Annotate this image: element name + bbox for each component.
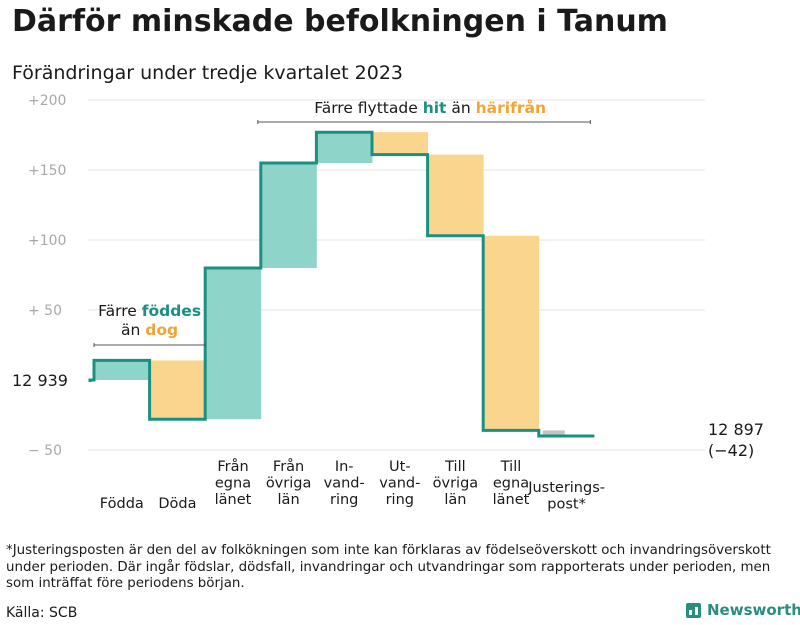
migration-annotation-text-2: än — [446, 99, 475, 117]
y-tick-label: +200 — [28, 93, 66, 109]
category-label: Till — [444, 459, 466, 475]
category-label: Ut- — [389, 459, 411, 475]
category-label: länet — [493, 492, 530, 508]
step-bar — [428, 155, 484, 236]
y-tick-label: + 50 — [28, 303, 62, 319]
step-bar — [150, 360, 206, 419]
footnote: *Justeringsposten är den del av folkökni… — [6, 543, 794, 593]
migration-annotation: Färre flyttade hit än härifrån — [258, 98, 591, 124]
end-population-label: 12 897 — [708, 420, 764, 439]
migration-annotation-highlight-out: härifrån — [476, 98, 546, 117]
step-bar — [483, 236, 539, 431]
category-label: Från — [273, 458, 304, 475]
svg-text:än dog: än dog — [121, 321, 178, 339]
category-label: post* — [547, 497, 586, 513]
migration-bracket — [258, 120, 591, 124]
births-annotation-highlight: föddes — [142, 302, 201, 320]
svg-text:Färre föddes: Färre föddes — [98, 302, 201, 320]
deaths-annotation-highlight: dog — [145, 321, 178, 339]
category-label: egna — [215, 476, 251, 492]
svg-text:Färre flyttade hit än härifrån: Färre flyttade hit än härifrån — [314, 98, 546, 117]
end-change-label: (−42) — [708, 441, 754, 460]
category-label: länet — [215, 492, 252, 508]
births-annotation-text: Färre — [98, 302, 142, 320]
bar-chart-icon — [686, 603, 701, 618]
migration-annotation-highlight-in: hit — [423, 99, 447, 117]
category-label: Justerings- — [527, 480, 605, 496]
category-label: egna — [493, 476, 529, 492]
category-label: vand- — [324, 476, 365, 492]
logo-text: Newsworthy — [707, 601, 800, 619]
category-label: län — [444, 492, 466, 508]
births-deaths-annotation: Färre föddes än dog — [94, 302, 205, 347]
deaths-annotation-text: än — [121, 321, 145, 339]
start-population-label: 12 939 — [12, 371, 68, 390]
source: Källa: SCB — [6, 605, 77, 621]
category-label: vand- — [379, 476, 420, 492]
category-label: Från — [217, 458, 248, 475]
newsworthy-logo: Newsworthy — [686, 601, 800, 619]
category-label: Födda — [100, 496, 144, 512]
step-bar — [261, 163, 317, 268]
y-tick-label: − 50 — [28, 443, 62, 459]
category-label: län — [278, 492, 300, 508]
y-tick-label: +100 — [28, 233, 66, 249]
category-label: ring — [386, 492, 414, 508]
step-bar — [205, 268, 261, 419]
waterfall-chart: +200+150+100+ 50− 50 FöddaDödaFrånegnalä… — [0, 0, 800, 540]
step-bar — [372, 132, 428, 154]
category-label: Till — [500, 459, 522, 475]
y-tick-label: +150 — [28, 163, 66, 179]
category-label: Döda — [158, 496, 196, 512]
category-label: övriga — [266, 476, 312, 492]
step-bar — [94, 360, 150, 380]
births-deaths-bracket — [94, 343, 205, 347]
category-label: In- — [335, 459, 354, 475]
migration-annotation-text: Färre flyttade — [314, 99, 422, 117]
category-label: ring — [330, 492, 358, 508]
category-label: övriga — [433, 476, 479, 492]
step-bar — [316, 132, 372, 163]
